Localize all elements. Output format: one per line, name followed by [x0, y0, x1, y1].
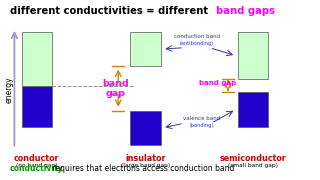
Text: (small band gap): (small band gap) — [228, 163, 278, 168]
Text: conduction band: conduction band — [174, 34, 220, 39]
Bar — [238, 32, 268, 79]
Text: (no band gap): (no band gap) — [16, 163, 58, 168]
Bar — [22, 86, 52, 127]
Text: semiconductor: semiconductor — [220, 154, 286, 163]
Text: different conductivities = different: different conductivities = different — [10, 6, 211, 16]
Text: (antibonding): (antibonding) — [180, 41, 214, 46]
Text: band gaps: band gaps — [216, 6, 275, 16]
Bar — [131, 32, 161, 66]
Text: requires that electrons access conduction band: requires that electrons access conductio… — [50, 164, 234, 173]
Text: band gap: band gap — [199, 80, 236, 86]
Text: band
gap: band gap — [102, 78, 129, 98]
Text: (large band gap): (large band gap) — [121, 163, 170, 168]
Text: insulator: insulator — [125, 154, 166, 163]
Text: conductivity: conductivity — [10, 164, 63, 173]
Text: energy: energy — [4, 77, 13, 103]
Bar — [22, 32, 52, 86]
Bar — [238, 92, 268, 127]
Text: conductor: conductor — [14, 154, 60, 163]
Text: (bonding): (bonding) — [189, 123, 214, 128]
Text: valence band: valence band — [183, 116, 220, 121]
Bar — [131, 111, 161, 145]
